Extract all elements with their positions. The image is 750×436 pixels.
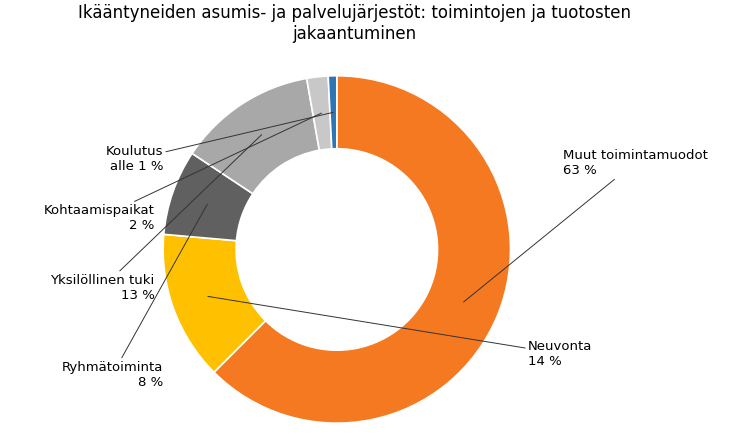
Wedge shape [192, 78, 320, 194]
Wedge shape [328, 76, 337, 149]
Text: Yksilöllinen tuki
13 %: Yksilöllinen tuki 13 % [50, 135, 262, 302]
Text: Koulutus
alle 1 %: Koulutus alle 1 % [106, 112, 334, 173]
Wedge shape [307, 76, 332, 150]
Text: Ryhmätoiminta
8 %: Ryhmätoiminta 8 % [62, 204, 207, 388]
Text: Kohtaamispaikat
2 %: Kohtaamispaikat 2 % [44, 113, 322, 232]
Title: Ikääntyneiden asumis- ja palvelujärjestöt: toimintojen ja tuotosten
jakaantumine: Ikääntyneiden asumis- ja palvelujärjestö… [78, 4, 631, 43]
Text: Neuvonta
14 %: Neuvonta 14 % [208, 296, 592, 368]
Wedge shape [164, 234, 266, 372]
Wedge shape [164, 153, 253, 241]
Text: Muut toimintamuodot
63 %: Muut toimintamuodot 63 % [464, 149, 707, 302]
Wedge shape [214, 76, 511, 423]
